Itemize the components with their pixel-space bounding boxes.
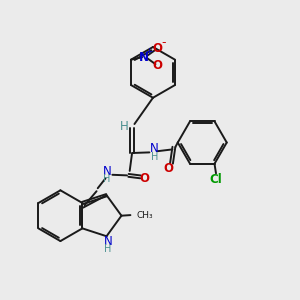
Text: O: O: [139, 172, 149, 185]
Text: N: N: [150, 142, 159, 155]
Text: N: N: [139, 51, 148, 64]
Text: H: H: [104, 244, 112, 254]
Text: H: H: [103, 174, 111, 184]
Text: N: N: [103, 165, 111, 178]
Text: H: H: [151, 152, 158, 162]
Text: O: O: [152, 42, 162, 55]
Text: +: +: [145, 47, 152, 56]
Text: H: H: [120, 120, 129, 133]
Text: Cl: Cl: [210, 173, 222, 186]
Text: N: N: [104, 235, 112, 248]
Text: CH₃: CH₃: [136, 211, 153, 220]
Text: O: O: [152, 59, 162, 72]
Text: -: -: [161, 36, 166, 49]
Text: O: O: [164, 162, 173, 175]
